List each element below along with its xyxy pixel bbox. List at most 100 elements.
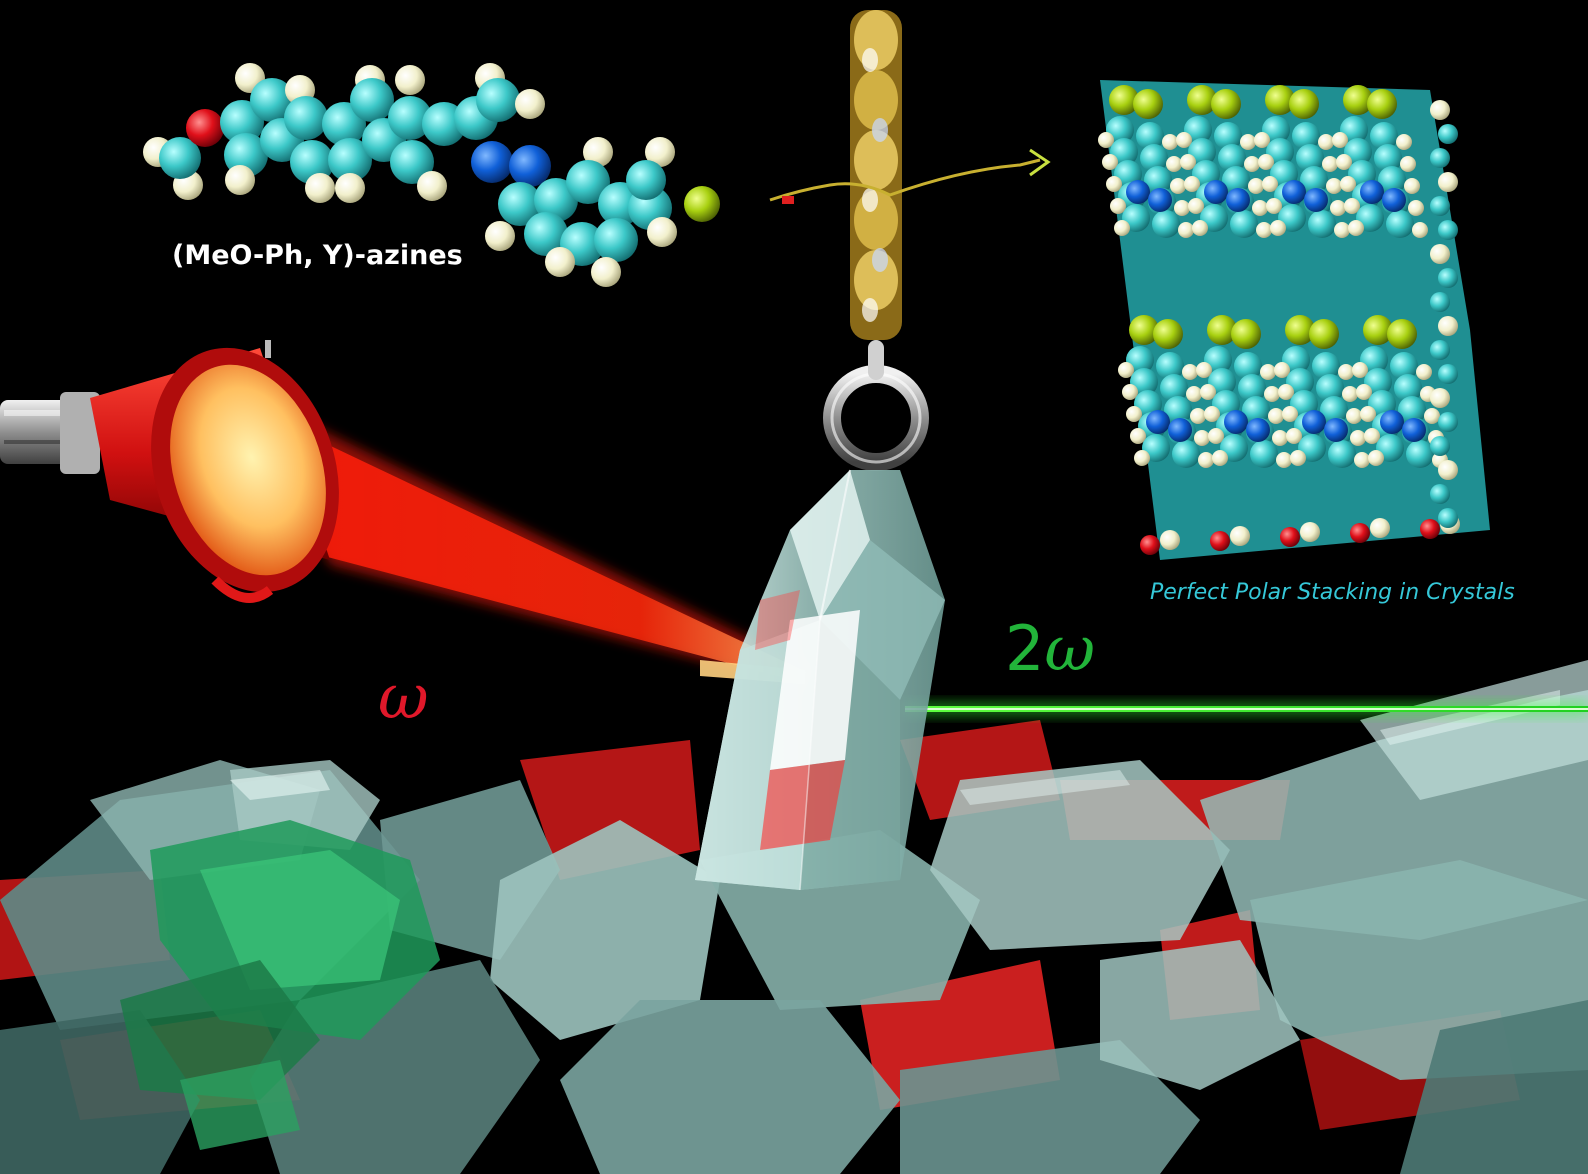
lattice-hydrogen-atom (1268, 408, 1284, 424)
lattice-edge-atom (1430, 484, 1450, 504)
laser-lamp-icon (0, 340, 339, 603)
lattice-carbon-atom (1144, 166, 1172, 194)
lattice-nitrogen-atom (1302, 410, 1326, 434)
molecule-atom (566, 160, 610, 204)
lattice-carbon-atom (1140, 144, 1168, 172)
lattice-hydrogen-atom (1354, 452, 1370, 468)
lattice-edge-atom (1438, 172, 1458, 192)
lattice-nitrogen-atom (1126, 180, 1150, 204)
lattice-hydrogen-atom (1248, 178, 1264, 194)
lattice-oxygen-atom (1420, 519, 1440, 539)
molecule-atom (471, 141, 513, 183)
molecule-atom (534, 178, 578, 222)
lattice-carbon-atom (1250, 440, 1278, 468)
molecule-atom (305, 173, 335, 203)
lattice-nitrogen-atom (1402, 418, 1426, 442)
molecule-atom (328, 138, 372, 182)
lattice-nitrogen-atom (1382, 188, 1406, 212)
lattice-nitrogen-atom (1360, 180, 1384, 204)
lattice-hydrogen-atom (1266, 198, 1282, 214)
lattice-carbon-atom (1386, 210, 1414, 238)
lattice-hydrogen-atom (1332, 132, 1348, 148)
lattice-hydrogen-atom (1212, 450, 1228, 466)
lattice-hydrogen-atom (1360, 406, 1376, 422)
lattice-hydrogen-atom (1126, 406, 1142, 422)
molecule-atom (390, 140, 434, 184)
lattice-carbon-atom (1156, 352, 1184, 380)
lattice-hydrogen-atom (1118, 362, 1134, 378)
lattice-halogen-atom (1363, 315, 1393, 345)
lattice-edge-atom (1430, 388, 1450, 408)
lattice-hydrogen-atom (1176, 132, 1192, 148)
lattice-hydrogen-atom (1282, 406, 1298, 422)
lattice-carbon-atom (1152, 210, 1180, 238)
molecule-atom (485, 221, 515, 251)
lattice-carbon-atom (1398, 396, 1426, 424)
lattice-hydrogen-atom (1348, 220, 1364, 236)
lattice-hydrogen-atom (1184, 176, 1200, 192)
lattice-hydrogen-atom (1188, 198, 1204, 214)
molecule-atom (498, 182, 542, 226)
lattice-hydrogen-atom (1198, 452, 1214, 468)
crystal-pendant-icon (695, 469, 945, 891)
molecule-atom (591, 257, 621, 287)
lattice-hydrogen-atom (1230, 526, 1250, 546)
lattice-carbon-atom (1238, 374, 1266, 402)
lattice-edge-atom (1438, 508, 1458, 528)
lattice-oxygen-atom (1210, 531, 1230, 551)
lattice-hydrogen-atom (1334, 222, 1350, 238)
lattice-oxygen-atom (1350, 523, 1370, 543)
lattice-hydrogen-atom (1114, 220, 1130, 236)
molecule-model-icon (143, 63, 720, 287)
lattice-halogen-atom (1387, 319, 1417, 349)
lattice-halogen-atom (1133, 89, 1163, 119)
lattice-hydrogen-atom (1276, 452, 1292, 468)
lattice-nitrogen-atom (1146, 410, 1170, 434)
lattice-hydrogen-atom (1196, 362, 1212, 378)
lattice-hydrogen-atom (1412, 222, 1428, 238)
lattice-nitrogen-atom (1304, 188, 1328, 212)
lattice-hydrogen-atom (1286, 428, 1302, 444)
lattice-carbon-atom (1296, 144, 1324, 172)
molecule-atom (515, 89, 545, 119)
lattice-hydrogen-atom (1178, 222, 1194, 238)
lattice-hydrogen-atom (1208, 428, 1224, 444)
lattice-hydrogen-atom (1356, 384, 1372, 400)
molecule-atom (684, 186, 720, 222)
molecule-atom (509, 145, 551, 187)
lattice-halogen-atom (1265, 85, 1295, 115)
lattice-nitrogen-atom (1204, 180, 1228, 204)
lattice-carbon-atom (1292, 122, 1320, 150)
lattice-hydrogen-atom (1326, 178, 1342, 194)
lattice-edge-atom (1430, 292, 1450, 312)
molecule-atom (388, 96, 432, 140)
lattice-hydrogen-atom (1200, 384, 1216, 400)
lattice-nitrogen-atom (1168, 418, 1192, 442)
lattice-hydrogen-atom (1364, 428, 1380, 444)
lattice-hydrogen-atom (1204, 406, 1220, 422)
lattice-hydrogen-atom (1240, 134, 1256, 150)
lattice-hydrogen-atom (1182, 364, 1198, 380)
lattice-hydrogen-atom (1130, 428, 1146, 444)
lattice-hydrogen-atom (1160, 530, 1180, 550)
lattice-carbon-atom (1406, 440, 1434, 468)
lattice-nitrogen-atom (1148, 188, 1172, 212)
lattice-halogen-atom (1129, 315, 1159, 345)
lattice-hydrogen-atom (1102, 154, 1118, 170)
lattice-hydrogen-atom (1180, 154, 1196, 170)
lattice-hydrogen-atom (1098, 132, 1114, 148)
lattice-halogen-atom (1285, 315, 1315, 345)
molecule-atom (335, 173, 365, 203)
lattice-hydrogen-atom (1110, 198, 1126, 214)
molecule-atom (626, 160, 666, 200)
molecule-atom (647, 217, 677, 247)
lattice-carbon-atom (1222, 166, 1250, 194)
lattice-hydrogen-atom (1370, 518, 1390, 538)
molecule-atom (645, 137, 675, 167)
lattice-hydrogen-atom (1254, 132, 1270, 148)
molecule-atom (290, 140, 334, 184)
lattice-hydrogen-atom (1396, 134, 1412, 150)
lattice-hydrogen-atom (1134, 450, 1150, 466)
lattice-halogen-atom (1289, 89, 1319, 119)
